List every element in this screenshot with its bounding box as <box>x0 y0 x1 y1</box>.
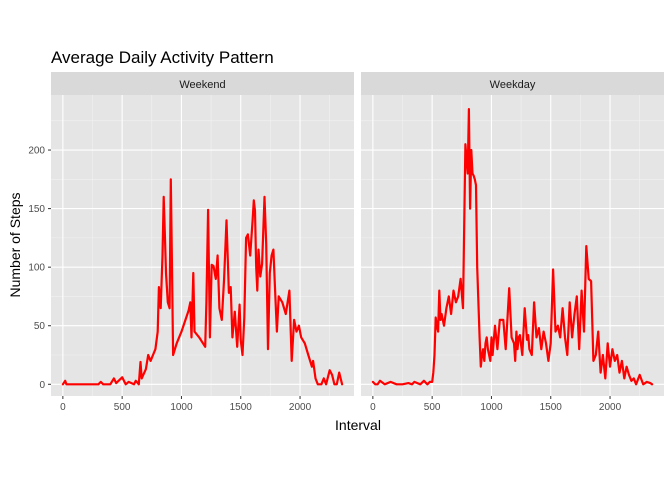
weekday-x-tick-label: 500 <box>424 402 441 413</box>
weekday-x-tick-label: 2000 <box>599 402 622 413</box>
weekday-panel-background <box>361 95 664 396</box>
weekend-strip <box>51 72 354 95</box>
weekday-series-line <box>371 107 654 386</box>
x-axis-label: Interval <box>335 417 381 433</box>
weekday-x-tick-label: 1500 <box>540 402 563 413</box>
facet-panels: Weekend 0 500 1000 1500 2000 0 50 100 150 200 Weekd… <box>28 72 664 413</box>
y-axis-label: Number of Steps <box>7 192 23 297</box>
y-tick-label: 150 <box>28 204 45 215</box>
y-tick-label: 0 <box>39 380 45 391</box>
y-tick-label: 100 <box>28 263 45 274</box>
weekend-x-tick-label: 2000 <box>289 402 312 413</box>
weekend-x-tick-label: 0 <box>60 402 66 413</box>
weekday-x-tick-label: 0 <box>370 402 376 413</box>
weekend-x-tick-label: 1500 <box>230 402 253 413</box>
weekend-x-tick-label: 1000 <box>170 402 193 413</box>
weekend-panel-background <box>51 95 354 396</box>
weekday-strip <box>361 72 664 95</box>
weekend-series-line <box>61 178 344 386</box>
y-tick-label: 50 <box>34 321 46 332</box>
weekend-x-tick-label: 500 <box>114 402 131 413</box>
weekend-strip-label: Weekend <box>179 79 225 91</box>
chart-title: Average Daily Activity Pattern <box>51 48 274 67</box>
weekday-strip-label: Weekday <box>490 79 536 91</box>
y-tick-label: 200 <box>28 146 45 157</box>
weekday-x-tick-label: 1000 <box>480 402 503 413</box>
